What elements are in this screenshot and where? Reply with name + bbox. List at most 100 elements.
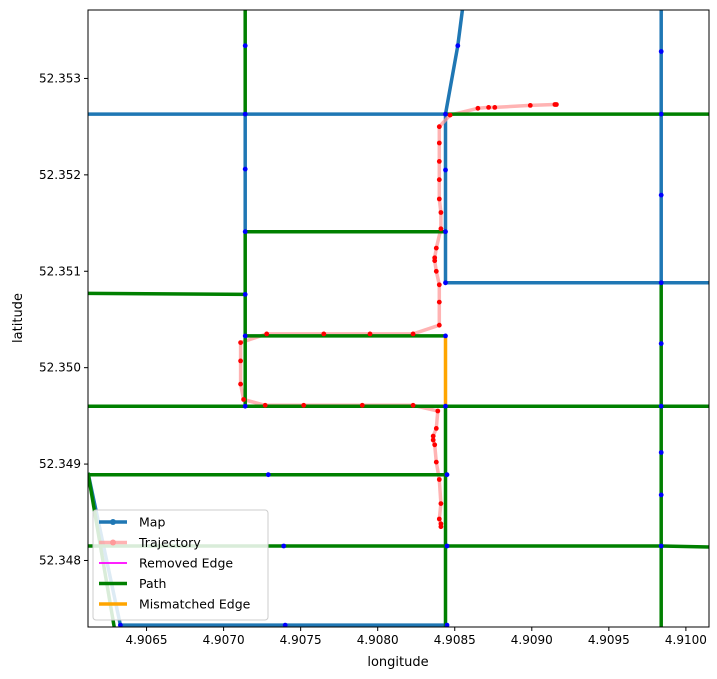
trajectory-point [438, 501, 444, 506]
map-node [242, 333, 248, 339]
map-node [242, 403, 248, 409]
trajectory-point [433, 459, 439, 465]
y-tick-label: 52.348 [39, 553, 81, 567]
legend-marker [110, 519, 116, 525]
map-node [443, 111, 448, 117]
y-tick-label: 52.349 [39, 457, 81, 471]
x-tick-label: 4.9095 [588, 633, 630, 647]
y-tick-label: 52.350 [39, 361, 81, 375]
trajectory-point [433, 268, 439, 274]
legend-label: Mismatched Edge [139, 597, 251, 612]
map-node [242, 229, 248, 235]
axes: 4.9065 4.9070 4.9075 4.9080 4.9085 4.9090 4.90… [39, 71, 707, 647]
y-tick-label: 52.352 [39, 168, 81, 182]
trajectory-point [527, 103, 533, 108]
trajectory-point [436, 282, 442, 288]
trajectory-point [552, 102, 558, 107]
x-tick-label: 4.9085 [434, 633, 476, 647]
map-node [658, 492, 664, 498]
map-node [658, 450, 664, 455]
trajectory-point [475, 105, 481, 111]
trajectory-point [436, 477, 442, 482]
plot-area [88, 10, 709, 627]
trajectory-point [321, 331, 327, 337]
legend-label: Path [139, 576, 166, 591]
map-node [443, 229, 448, 235]
trajectory-point [436, 196, 442, 202]
map-node [281, 543, 287, 549]
trajectory-point [241, 397, 247, 402]
trajectory-point [238, 340, 244, 345]
trajectory-point [301, 402, 307, 408]
y-tick-label: 52.351 [39, 264, 81, 278]
trajectory-point [432, 258, 438, 264]
map-node [242, 43, 248, 49]
plot-frame [87, 9, 710, 628]
map-node [658, 543, 664, 549]
trajectory-point [436, 516, 442, 522]
legend-label: Trajectory [138, 535, 201, 550]
trajectory-point [238, 381, 244, 387]
path-edge [88, 291, 246, 297]
trajectory-point [367, 331, 373, 337]
trajectory-point [492, 105, 498, 110]
legend-label: Map [139, 515, 165, 530]
x-axis-label: longitude [367, 655, 428, 670]
map-node [658, 403, 664, 409]
trajectory-point [438, 226, 444, 232]
map-node [658, 111, 664, 117]
trajectory-point [410, 402, 416, 408]
map-node [444, 472, 450, 478]
trajectory-point [432, 442, 438, 448]
map-node [444, 622, 450, 627]
trajectory-point [433, 426, 439, 431]
trajectory-point [430, 433, 436, 439]
x-tick-label: 4.9100 [665, 633, 707, 647]
map-node [242, 111, 248, 117]
legend: Map Trajectory Removed Edge Path Mismatched … [92, 509, 269, 621]
map-node [658, 49, 664, 54]
y-tick-label: 52.353 [39, 71, 81, 85]
legend-label: Removed Edge [139, 556, 233, 571]
trajectory-point [436, 299, 442, 305]
trajectory-point [410, 331, 416, 337]
x-tick-label: 4.9070 [203, 633, 245, 647]
trajectory-point [238, 358, 244, 364]
legend-frame [92, 509, 269, 621]
trajectory-point [438, 210, 444, 215]
map-node [658, 341, 664, 346]
map-node [443, 280, 448, 286]
trajectory-point [436, 140, 442, 146]
map-node [282, 622, 288, 627]
legend-marker [110, 539, 116, 546]
map-node [443, 403, 448, 409]
y-axis-label: latitude [11, 293, 26, 343]
trajectory-point [264, 331, 270, 337]
map-node [443, 167, 448, 173]
map-node [265, 472, 271, 478]
trajectory-point [436, 177, 442, 183]
trajectory-point [433, 245, 439, 251]
trajectory-point [359, 402, 365, 408]
x-tick-label: 4.9080 [357, 633, 399, 647]
trajectory-point [447, 112, 453, 118]
map-node [242, 166, 248, 172]
x-tick-label: 4.9065 [126, 633, 168, 647]
trajectory-point [436, 159, 442, 164]
trajectory-point [436, 124, 442, 130]
trajectory-point [486, 105, 491, 110]
trajectory-point [436, 322, 442, 328]
map-node [658, 192, 664, 198]
map-node [658, 280, 664, 286]
map-node [444, 543, 450, 549]
trajectory-point [430, 437, 436, 443]
map-node [118, 622, 123, 627]
x-tick-label: 4.9075 [280, 633, 322, 647]
map-node [443, 333, 448, 339]
trajectory-point [435, 408, 441, 414]
trajectory-point [438, 524, 444, 530]
map-node [242, 292, 248, 297]
map-node [455, 43, 461, 49]
x-tick-label: 4.9090 [511, 633, 553, 647]
